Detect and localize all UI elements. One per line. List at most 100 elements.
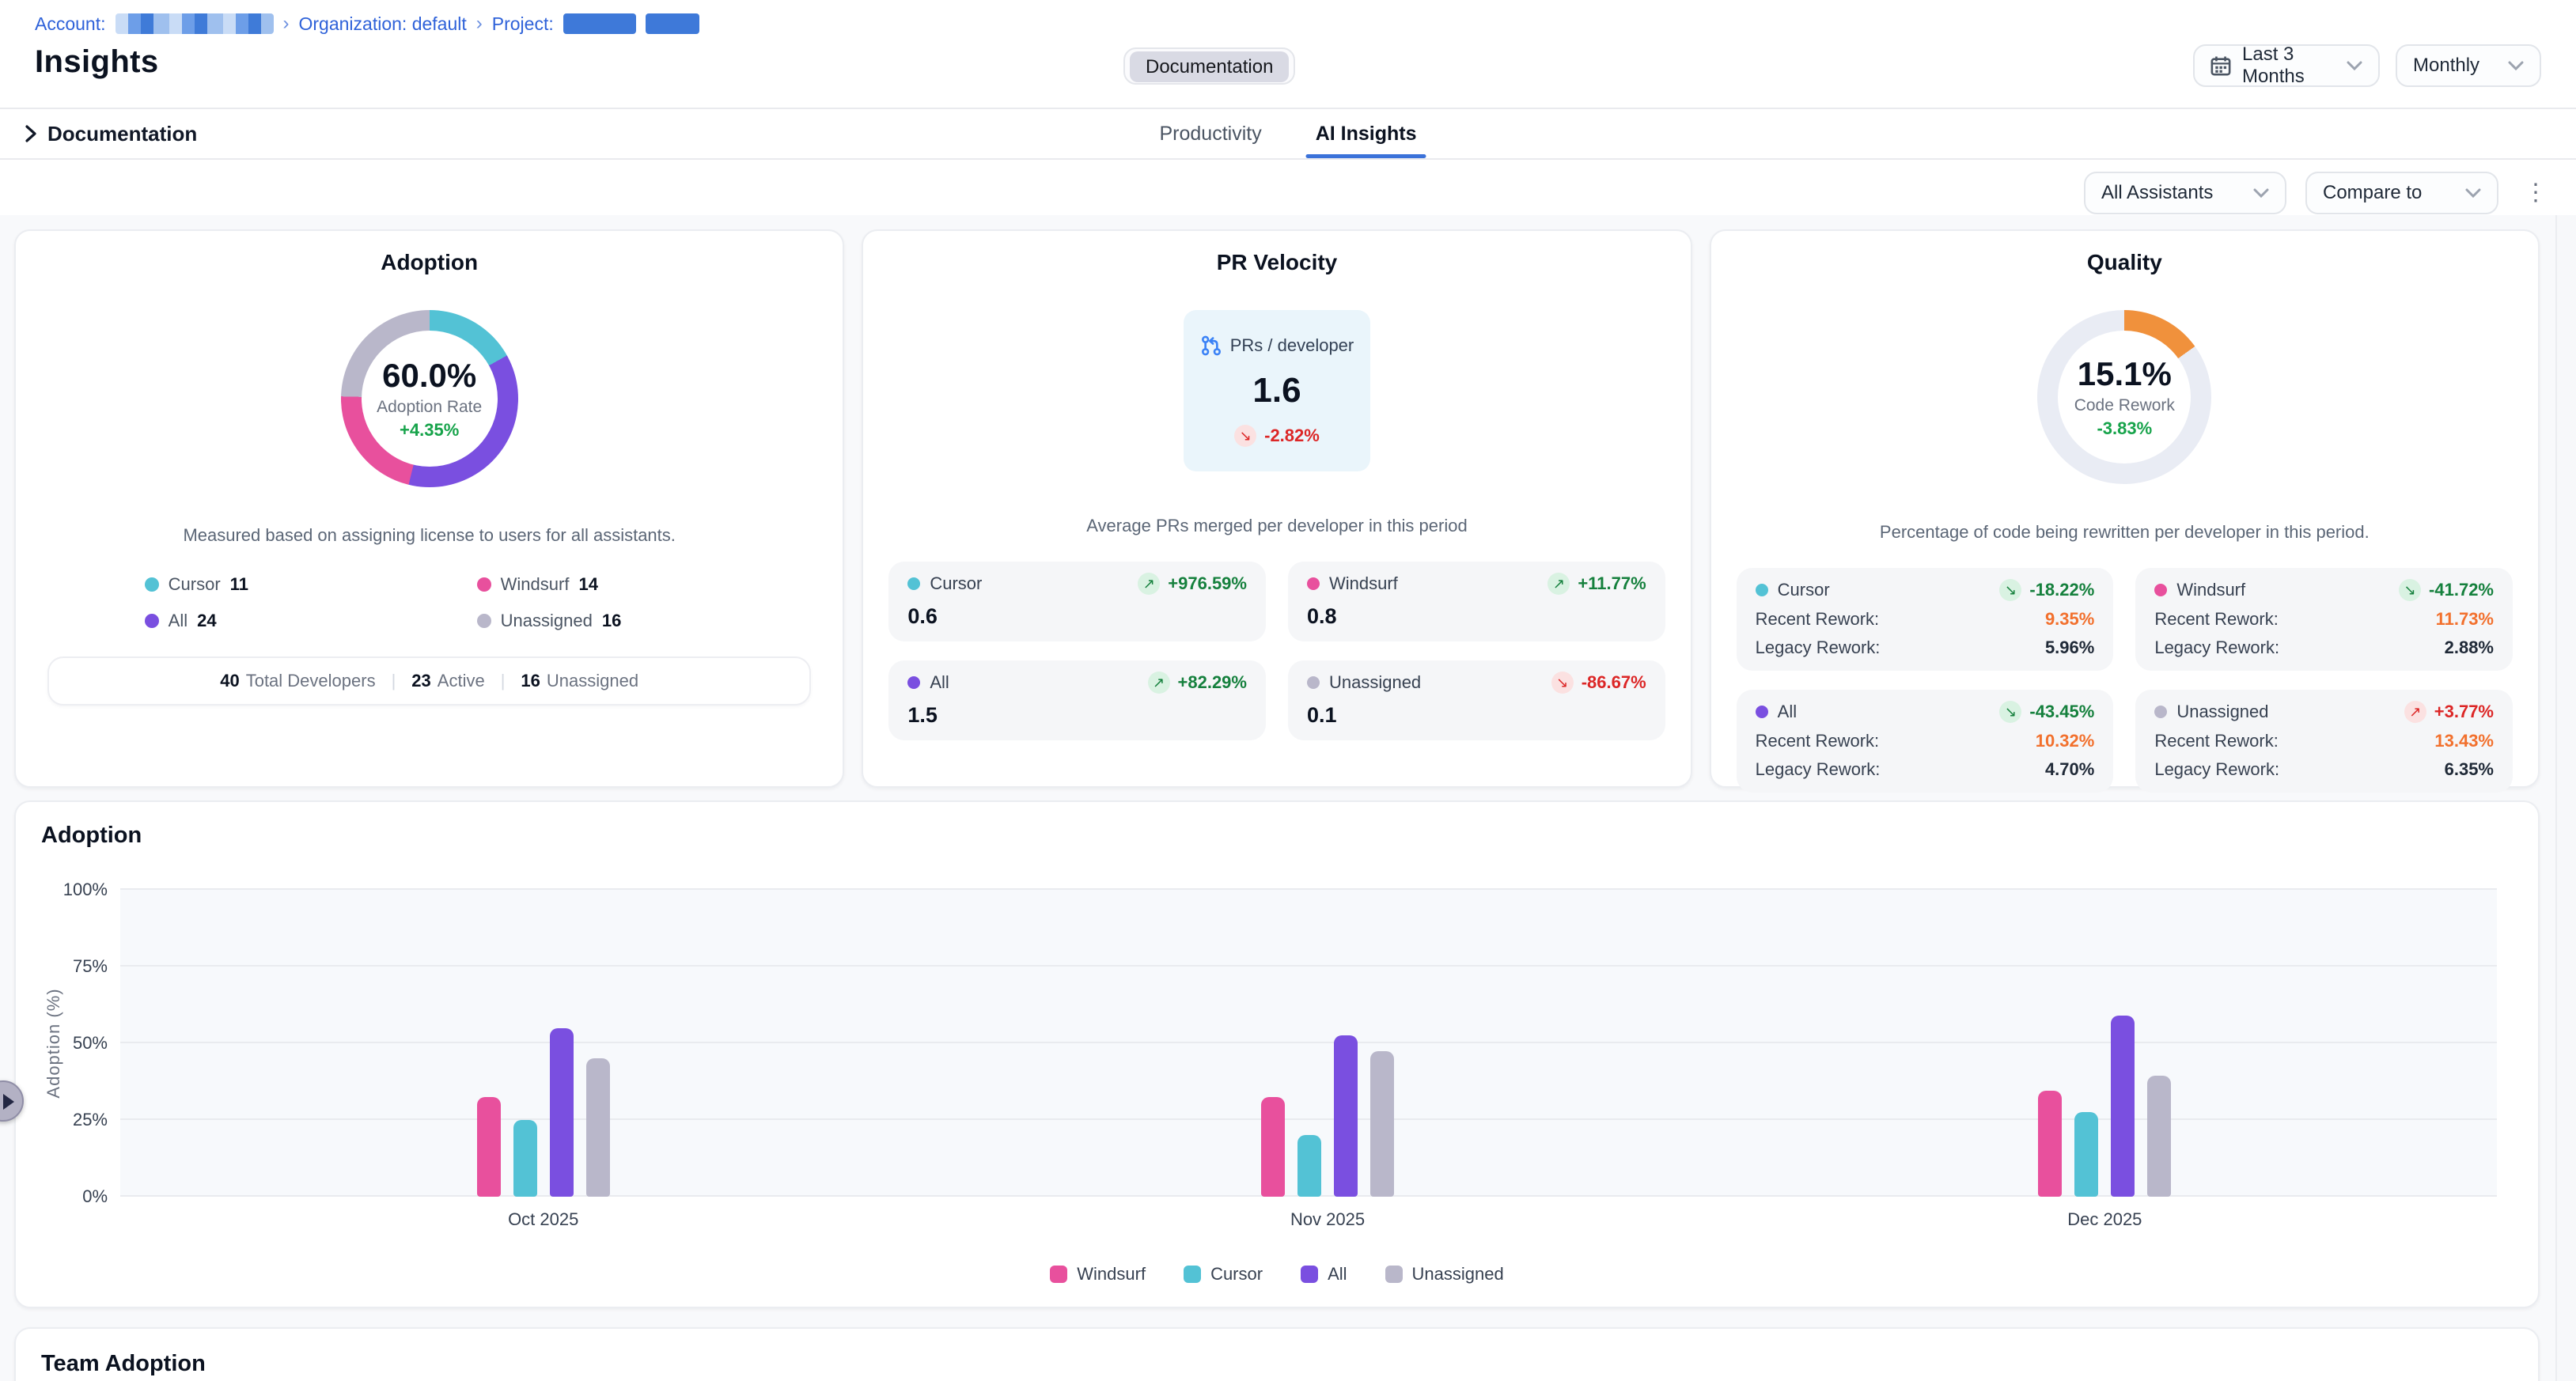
legacy-rework-row: Legacy Rework: 5.96%	[1756, 638, 2095, 658]
assistants-filter-select[interactable]: All Assistants	[2084, 172, 2286, 214]
quality-tile: Cursor ↘ -18.22% Recent Rework: 9.35% Legacy …	[1736, 568, 2114, 671]
series-color-dot	[907, 577, 921, 590]
legend-series-name: Cursor	[1210, 1264, 1263, 1284]
adoption-rate-value: 60.0%	[382, 357, 477, 394]
tile-value: 0.6	[907, 604, 938, 628]
tile-header: All ↘ -43.45%	[1755, 701, 2094, 723]
documentation-section-label: Documentation	[47, 121, 198, 146]
footer-stat-value: 40	[220, 671, 240, 690]
bar-group-oct-2025	[476, 890, 610, 1197]
rework-label: Legacy Rework:	[1755, 638, 1881, 657]
code-rework-label: Code Rework	[2074, 396, 2175, 414]
main-content: Adoption 60.0% Adoption Rate +4.35% Meas…	[0, 215, 2576, 1381]
adoption-caption: Measured based on assigning license to u…	[183, 525, 676, 545]
rework-label: Recent Rework:	[1755, 731, 1880, 751]
trend-down-indicator: ↘ -86.67%	[1551, 672, 1646, 694]
quality-card-title: Quality	[2086, 250, 2162, 274]
scrollbar[interactable]	[2555, 215, 2576, 1381]
trend-delta-value: +82.29%	[1177, 672, 1247, 692]
rework-label: Recent Rework:	[1755, 609, 1880, 629]
tile-header: Windsurf ↗ +11.77%	[1306, 573, 1646, 595]
breadcrumb-account-label[interactable]: Account:	[35, 13, 106, 34]
legend-series-name: Cursor	[168, 574, 221, 594]
adoption-legend-item: Windsurf 14	[476, 574, 714, 595]
chart-legend-item: Unassigned	[1385, 1264, 1504, 1285]
series-color-dot	[476, 577, 491, 592]
chart-gridline	[120, 1118, 2497, 1120]
tab-ai-insights[interactable]: AI Insights	[1305, 109, 1426, 158]
granularity-select[interactable]: Monthly	[2396, 44, 2541, 87]
legend-series-name: All	[1328, 1264, 1347, 1284]
legacy-rework-value: 6.35%	[2444, 759, 2494, 779]
assistants-filter-value: All Assistants	[2101, 182, 2214, 203]
tile-series-name: Cursor	[930, 573, 983, 593]
tab-productivity[interactable]: Productivity	[1159, 122, 1262, 145]
legacy-rework-value: 4.70%	[2044, 759, 2095, 779]
trend-up-indicator: ↗ +976.59%	[1138, 573, 1247, 595]
adoption-chart-card: Adoption 0% 25% 50% 75% 100% Oct 2025 Nov 2025…	[14, 800, 2540, 1308]
recent-rework-value: 11.73%	[2435, 609, 2494, 629]
legend-series-name: Windsurf	[1077, 1264, 1146, 1284]
pr-velocity-tile: Unassigned ↘ -86.67% 0.1	[1287, 660, 1665, 740]
header-divider	[0, 108, 2576, 109]
legend-series-value: 16	[601, 611, 622, 630]
legend-series-name: Windsurf	[500, 574, 570, 594]
adoption-donut-chart: 60.0% Adoption Rate +4.35%	[340, 310, 518, 487]
chart-gridline	[120, 965, 2497, 967]
pr-velocity-trend: ↘ -2.82%	[1234, 425, 1320, 447]
x-axis-tick-label: Dec 2025	[2067, 1209, 2142, 1229]
recent-rework-row: Recent Rework: 11.73%	[2154, 609, 2494, 630]
trend-up-arrow-icon: ↗	[1147, 672, 1170, 694]
compare-to-select[interactable]: Compare to	[2305, 172, 2498, 214]
chevron-right-icon	[25, 125, 36, 142]
title-row: Insights Documentation Last 3 Months Mon…	[0, 35, 2576, 108]
bar-group-dec-2025	[2038, 890, 2172, 1197]
chart-plot-area: 0% 25% 50% 75% 100% Oct 2025 Nov 2025 Dec 2025	[63, 880, 2497, 1229]
trend-delta-value: -18.22%	[2029, 580, 2095, 600]
pr-velocity-hero-tile: PRs / developer 1.6 ↘ -2.82%	[1183, 310, 1370, 471]
team-adoption-card: Team Adoption	[14, 1327, 2540, 1381]
page-header: Account: › Organization: default › Proje…	[0, 0, 2576, 228]
legend-series-name: All	[168, 611, 188, 630]
tile-value: 0.8	[1306, 604, 1337, 628]
chevron-down-icon	[2508, 61, 2524, 70]
chart-legend-item: Cursor	[1184, 1264, 1263, 1285]
more-options-kebab-icon[interactable]: ⋮	[2524, 180, 2548, 206]
breadcrumb: Account: › Organization: default › Proje…	[0, 0, 2576, 35]
trend-down-arrow-icon: ↘	[2399, 579, 2422, 601]
chevron-down-icon	[2347, 61, 2362, 70]
recent-rework-row: Recent Rework: 10.32%	[1756, 731, 2095, 751]
rework-label: Legacy Rework:	[1755, 759, 1881, 779]
date-range-select[interactable]: Last 3 Months	[2193, 44, 2380, 87]
breadcrumb-project-label[interactable]: Project:	[491, 13, 554, 34]
documentation-section-toggle[interactable]: Documentation	[25, 109, 197, 158]
tile-series-name: Windsurf	[1328, 573, 1398, 593]
documentation-button[interactable]: Documentation	[1123, 47, 1296, 85]
pr-velocity-delta: -2.82%	[1264, 426, 1320, 445]
chart-gridline	[120, 888, 2497, 890]
trend-up-indicator: ↗ +82.29%	[1147, 672, 1247, 694]
trend-down-indicator: ↘ -41.72%	[2399, 579, 2494, 601]
tile-header: Cursor ↘ -18.22%	[1755, 579, 2095, 601]
legend-series-name: Unassigned	[500, 611, 593, 630]
trend-down-arrow-icon: ↘	[1999, 579, 2022, 601]
footer-stat-value: 23	[411, 671, 431, 690]
rework-label: Legacy Rework:	[2154, 638, 2280, 657]
breadcrumb-organization[interactable]: Organization: default	[298, 13, 467, 34]
trend-up-arrow-icon: ↗	[2404, 701, 2426, 723]
code-rework-value: 15.1%	[2077, 355, 2172, 392]
calendar-icon	[2210, 55, 2231, 76]
series-color-dot	[476, 614, 491, 628]
legend-series-value: 24	[197, 611, 217, 630]
quality-tile: Unassigned ↗ +3.77% Recent Rework: 13.43% Leg…	[2135, 690, 2513, 793]
bar-unassigned	[2147, 1075, 2172, 1197]
quality-card: Quality 15.1% Code Rework -3.83% Percent…	[1709, 229, 2540, 793]
trend-down-arrow-icon: ↘	[1234, 425, 1257, 447]
pr-velocity-card-title: PR Velocity	[1216, 250, 1338, 274]
trend-down-arrow-icon: ↘	[1999, 701, 2022, 723]
recent-rework-value: 9.35%	[2044, 609, 2095, 629]
bar-windsurf	[2038, 1091, 2063, 1197]
tile-series-name: Unassigned	[1328, 672, 1422, 692]
trend-delta-value: +976.59%	[1168, 573, 1247, 593]
legend-series-value: 11	[229, 574, 248, 594]
